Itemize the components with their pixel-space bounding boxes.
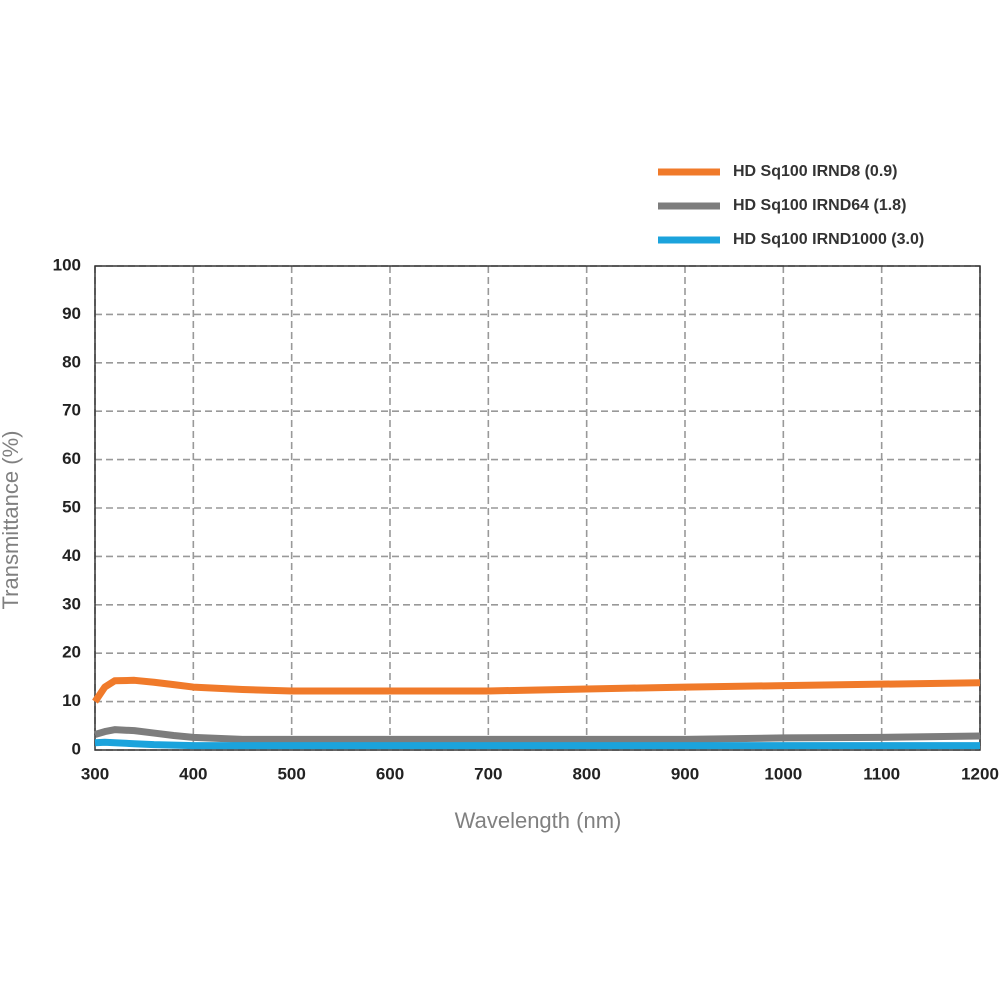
x-tick-label: 800 <box>572 764 600 783</box>
x-axis-label: Wavelength (nm) <box>455 808 622 833</box>
y-tick-label: 20 <box>62 643 81 662</box>
x-tick-label: 700 <box>474 764 502 783</box>
x-tick-label: 1000 <box>764 764 802 783</box>
legend-label: HD Sq100 IRND8 (0.9) <box>733 163 898 180</box>
x-tick-label: 900 <box>671 764 699 783</box>
series-line <box>94 726 981 743</box>
y-tick-label: 40 <box>62 546 81 565</box>
plot-frame <box>94 265 981 751</box>
y-tick-label: 10 <box>62 691 81 710</box>
y-tick-label: 30 <box>62 594 81 613</box>
y-tick-label: 100 <box>53 255 81 274</box>
series-line <box>92 676 981 704</box>
x-tick-label: 500 <box>277 764 305 783</box>
y-axis-label: Transmittance (%) <box>0 431 23 610</box>
y-tick-label: 80 <box>62 352 81 371</box>
legend-label: HD Sq100 IRND64 (1.8) <box>733 197 906 214</box>
y-tick-label: 60 <box>62 449 81 468</box>
y-tick-label: 0 <box>72 739 81 758</box>
x-tick-label: 1200 <box>961 764 999 783</box>
y-tick-label: 90 <box>62 304 81 323</box>
y-tick-label: 70 <box>62 401 81 420</box>
x-tick-label: 300 <box>81 764 109 783</box>
y-tick-label: 50 <box>62 497 81 516</box>
x-tick-label: 600 <box>376 764 404 783</box>
x-tick-label: 400 <box>179 764 207 783</box>
series-line <box>94 738 980 750</box>
x-tick-label: 1100 <box>863 764 900 783</box>
legend-label: HD Sq100 IRND1000 (3.0) <box>733 231 924 248</box>
